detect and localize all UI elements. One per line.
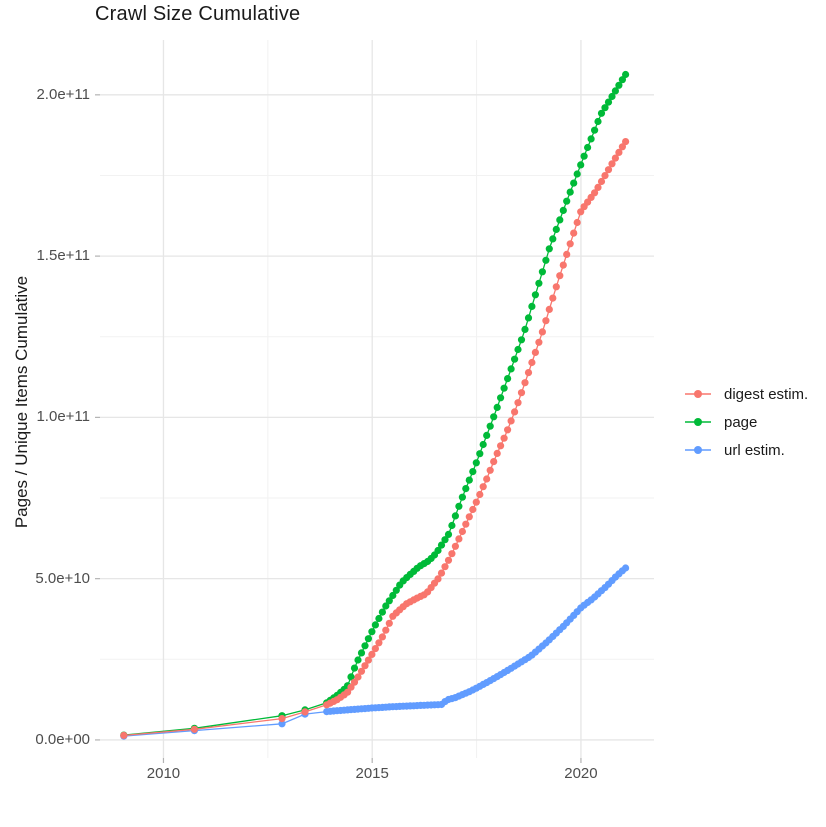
legend: digest estim. page url estim. xyxy=(684,380,808,464)
x-tick-label: 2010 xyxy=(146,765,181,782)
y-tick-label: 0.0e+00 xyxy=(35,730,90,748)
legend-item-label: page xyxy=(724,413,758,431)
legend-item-label: digest estim. xyxy=(724,385,809,403)
legend-key-icon xyxy=(685,418,711,426)
x-tick-label: 2015 xyxy=(355,765,389,782)
legend-key-icon xyxy=(685,446,711,454)
legend-item: url estim. xyxy=(684,436,808,464)
y-tick-label: 5.0e+10 xyxy=(35,569,90,587)
legend-item-label: url estim. xyxy=(724,441,785,459)
x-tick-label: 2020 xyxy=(564,765,598,782)
legend-key-icon xyxy=(685,390,711,398)
y-tick-label: 2.0e+11 xyxy=(36,85,90,103)
legend-item: page xyxy=(684,408,808,436)
y-tick-label: 1.0e+11 xyxy=(36,408,90,426)
y-tick-label: 1.5e+11 xyxy=(36,247,90,265)
chart-title: Crawl Size Cumulative xyxy=(95,3,301,25)
legend-item: digest estim. xyxy=(684,380,808,408)
